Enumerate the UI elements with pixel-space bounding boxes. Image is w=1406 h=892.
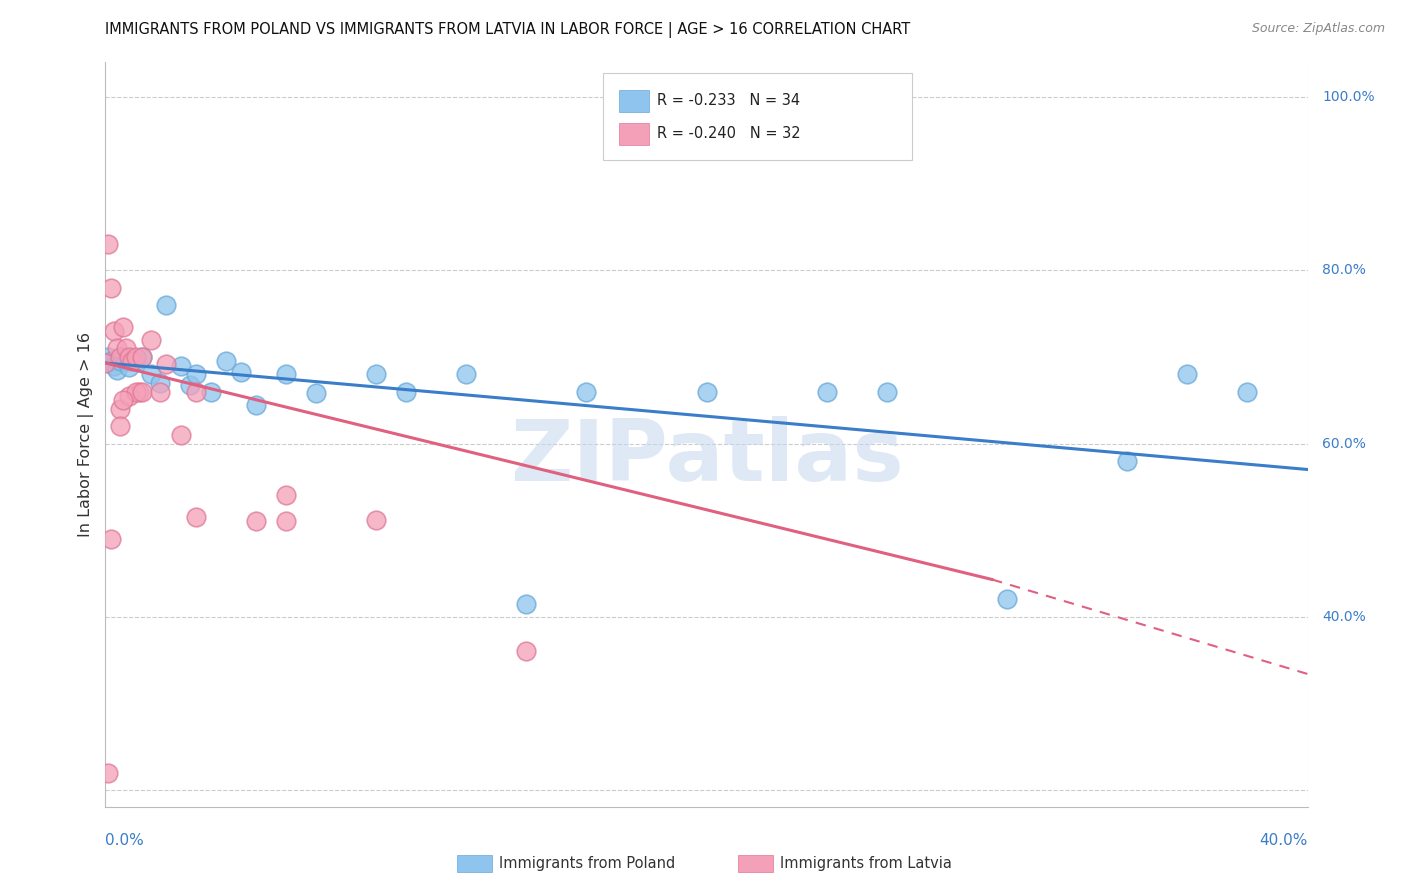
Point bbox=[115, 354, 138, 368]
Point bbox=[107, 363, 129, 377]
Point bbox=[575, 384, 598, 399]
Point bbox=[107, 341, 129, 355]
Point bbox=[305, 386, 328, 401]
Point bbox=[112, 319, 135, 334]
Point bbox=[112, 393, 135, 408]
Point bbox=[274, 488, 297, 502]
Point bbox=[115, 341, 138, 355]
Point bbox=[169, 428, 191, 442]
Point bbox=[364, 368, 387, 382]
Point bbox=[454, 368, 477, 382]
Point bbox=[155, 298, 177, 312]
Point bbox=[169, 359, 191, 373]
Point bbox=[131, 350, 153, 364]
Point bbox=[100, 532, 122, 546]
Point bbox=[94, 356, 117, 370]
Point bbox=[118, 350, 141, 364]
Point bbox=[97, 350, 120, 364]
Point bbox=[100, 280, 122, 294]
Point bbox=[515, 597, 537, 611]
Point bbox=[200, 384, 222, 399]
Point bbox=[124, 350, 146, 364]
Point bbox=[131, 384, 153, 399]
Point bbox=[876, 384, 898, 399]
Point bbox=[245, 398, 267, 412]
Point bbox=[97, 237, 120, 252]
Point bbox=[364, 513, 387, 527]
Text: 40.0%: 40.0% bbox=[1322, 610, 1365, 624]
Point bbox=[184, 510, 207, 524]
Point bbox=[1116, 454, 1139, 468]
Text: 0.0%: 0.0% bbox=[105, 833, 145, 848]
Point bbox=[118, 389, 141, 403]
Point bbox=[395, 384, 418, 399]
Point bbox=[245, 515, 267, 529]
Point bbox=[110, 354, 132, 368]
Point bbox=[139, 333, 162, 347]
Y-axis label: In Labor Force | Age > 16: In Labor Force | Age > 16 bbox=[79, 333, 94, 537]
Point bbox=[274, 368, 297, 382]
Text: ZIPatlas: ZIPatlas bbox=[509, 416, 904, 499]
Text: 100.0%: 100.0% bbox=[1322, 90, 1375, 104]
Point bbox=[148, 384, 170, 399]
Point bbox=[1236, 384, 1258, 399]
Text: R = -0.240   N = 32: R = -0.240 N = 32 bbox=[658, 126, 801, 141]
Point bbox=[128, 384, 150, 399]
Point bbox=[121, 354, 143, 368]
Point bbox=[274, 515, 297, 529]
Point bbox=[110, 419, 132, 434]
Point bbox=[515, 644, 537, 658]
Point bbox=[139, 368, 162, 382]
Point bbox=[214, 354, 236, 368]
Point bbox=[696, 384, 718, 399]
Point bbox=[100, 354, 122, 368]
Point bbox=[148, 376, 170, 390]
Point bbox=[815, 384, 838, 399]
Point bbox=[131, 350, 153, 364]
Point bbox=[112, 350, 135, 364]
Text: 40.0%: 40.0% bbox=[1260, 833, 1308, 848]
Point bbox=[995, 592, 1018, 607]
Point bbox=[179, 377, 201, 392]
Text: 80.0%: 80.0% bbox=[1322, 263, 1365, 277]
Point bbox=[184, 384, 207, 399]
Point bbox=[229, 365, 252, 379]
Point bbox=[124, 354, 146, 368]
Point bbox=[97, 765, 120, 780]
Point bbox=[155, 357, 177, 371]
Text: 60.0%: 60.0% bbox=[1322, 436, 1365, 450]
Text: Source: ZipAtlas.com: Source: ZipAtlas.com bbox=[1251, 22, 1385, 36]
Point bbox=[103, 359, 125, 373]
Point bbox=[1175, 368, 1198, 382]
Point bbox=[110, 350, 132, 364]
Text: IMMIGRANTS FROM POLAND VS IMMIGRANTS FROM LATVIA IN LABOR FORCE | AGE > 16 CORRE: IMMIGRANTS FROM POLAND VS IMMIGRANTS FRO… bbox=[105, 22, 911, 38]
Point bbox=[184, 368, 207, 382]
Text: R = -0.233   N = 34: R = -0.233 N = 34 bbox=[658, 94, 800, 108]
Text: Immigrants from Latvia: Immigrants from Latvia bbox=[780, 856, 952, 871]
Point bbox=[103, 324, 125, 338]
Point bbox=[110, 401, 132, 416]
Point bbox=[118, 360, 141, 375]
Text: Immigrants from Poland: Immigrants from Poland bbox=[499, 856, 675, 871]
Point bbox=[124, 384, 146, 399]
